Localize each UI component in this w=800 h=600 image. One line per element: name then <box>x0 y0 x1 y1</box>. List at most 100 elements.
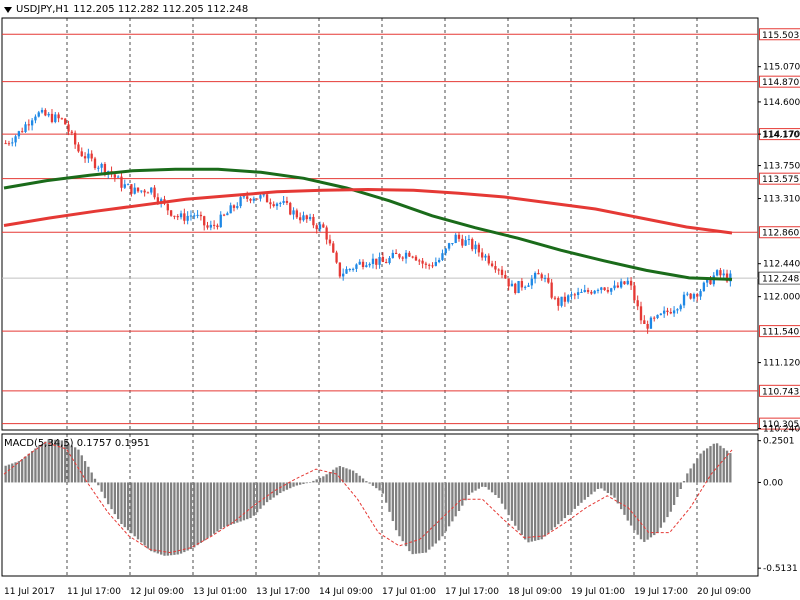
candle-body <box>279 202 282 204</box>
macd-histogram-bar <box>471 482 474 493</box>
level-tag-inner <box>760 29 800 40</box>
macd-histogram-bar <box>358 475 361 483</box>
macd-histogram-bar <box>73 447 77 483</box>
candle-body <box>454 234 457 244</box>
macd-histogram-bar <box>722 448 725 483</box>
macd-histogram-bar <box>441 482 444 537</box>
macd-histogram-bar <box>143 482 146 546</box>
candle-body <box>590 291 593 294</box>
macd-histogram-bar <box>312 480 315 483</box>
macd-histogram-bar <box>305 482 308 484</box>
candle-body <box>702 282 706 292</box>
macd-histogram-bar <box>527 482 530 543</box>
macd-histogram-bar <box>371 482 375 486</box>
candle-body <box>312 216 315 226</box>
candle-body <box>345 269 348 274</box>
macd-histogram-bar <box>272 482 275 498</box>
macd-histogram-bar <box>411 482 414 555</box>
macd-histogram-bar <box>428 482 431 550</box>
candle-body <box>441 253 444 260</box>
macd-histogram-bar <box>37 446 40 483</box>
macd-histogram-bar <box>719 445 722 483</box>
macd-histogram-bar <box>672 482 676 506</box>
macd-histogram-bar <box>285 482 289 490</box>
candle-body <box>40 109 44 113</box>
candle-body <box>616 285 619 288</box>
macd-histogram-bar <box>189 482 193 550</box>
macd-histogram-bar <box>120 482 123 525</box>
candle-body <box>93 158 97 169</box>
y-tick-label: 114.600 <box>763 98 800 108</box>
macd-histogram-bar <box>451 482 454 522</box>
candle-body <box>17 131 21 137</box>
candle-body <box>715 270 719 276</box>
macd-histogram-bar <box>113 482 117 515</box>
candle-body <box>649 317 653 329</box>
candle-body <box>451 243 454 245</box>
candle-body <box>275 203 279 207</box>
ohlc-label: 112.205 112.282 112.205 112.248 <box>73 4 249 15</box>
candle-body <box>385 262 388 264</box>
macd-histogram-bar <box>633 482 636 531</box>
candle-body <box>30 120 34 126</box>
candle-body <box>299 217 302 221</box>
candle-body <box>530 278 533 286</box>
macd-histogram-bar <box>7 464 11 483</box>
dropdown-triangle-icon[interactable] <box>4 6 12 13</box>
macd-histogram-bar <box>219 482 222 530</box>
macd-histogram-bar <box>242 482 246 521</box>
y-tick-label: 113.750 <box>763 162 800 172</box>
macd-histogram-bar <box>169 482 173 556</box>
candle-body <box>315 225 318 230</box>
candle-body <box>663 310 666 314</box>
y-tick-label: 112.000 <box>763 293 800 303</box>
macd-histogram-bar <box>702 450 706 483</box>
macd-histogram-bar <box>186 482 189 551</box>
candle-body <box>686 293 689 295</box>
candle-body <box>537 273 540 275</box>
candle-body <box>332 243 335 253</box>
candle-body <box>173 215 176 217</box>
macd-histogram-bar <box>146 482 150 549</box>
macd-histogram-bar <box>308 482 312 483</box>
macd-title: MACD(5,34,5) 0.1757 0.1951 <box>4 438 150 449</box>
candle-body <box>719 270 722 276</box>
macd-histogram-bar <box>4 465 7 483</box>
macd-histogram-bar <box>355 473 358 483</box>
candle-body <box>212 224 216 226</box>
macd-histogram-bar <box>586 482 590 498</box>
macd-histogram-bar <box>246 482 249 520</box>
candle-body <box>606 290 610 292</box>
candle-body <box>64 118 67 125</box>
x-tick-label: 11 Jul 17:00 <box>67 587 121 597</box>
candle-body <box>573 294 576 296</box>
macd-histogram-bar <box>342 467 345 483</box>
macd-histogram-bar <box>666 482 669 518</box>
candle-body <box>219 214 222 228</box>
candle-body <box>543 277 547 279</box>
level-tag-label: 114.870 <box>762 78 799 88</box>
macd-histogram-bar <box>381 482 385 494</box>
macd-histogram-bar <box>520 482 524 535</box>
y-tick-label: 111.120 <box>763 359 800 369</box>
x-tick-label: 11 Jul 2017 <box>4 587 55 597</box>
macd-histogram-bar <box>414 482 418 554</box>
macd-histogram-bar <box>391 482 394 522</box>
level-tag-label: 114.170 <box>762 131 799 141</box>
candle-body <box>24 124 27 132</box>
macd-histogram-bar <box>540 482 543 540</box>
macd-histogram-bar <box>226 482 229 527</box>
macd-histogram-bar <box>692 463 696 483</box>
candle-body <box>193 215 196 217</box>
macd-histogram-bar <box>136 482 140 540</box>
candle-body <box>295 210 299 218</box>
candle-body <box>368 263 371 266</box>
y-tick-label: 112.440 <box>763 260 800 270</box>
macd-histogram-bar <box>77 449 80 483</box>
ma-fast-line <box>3 167 733 281</box>
macd-histogram-bar <box>361 478 365 483</box>
macd-histogram-bar <box>636 482 639 535</box>
macd-histogram-bar <box>712 443 715 483</box>
macd-histogram-bar <box>507 482 510 516</box>
